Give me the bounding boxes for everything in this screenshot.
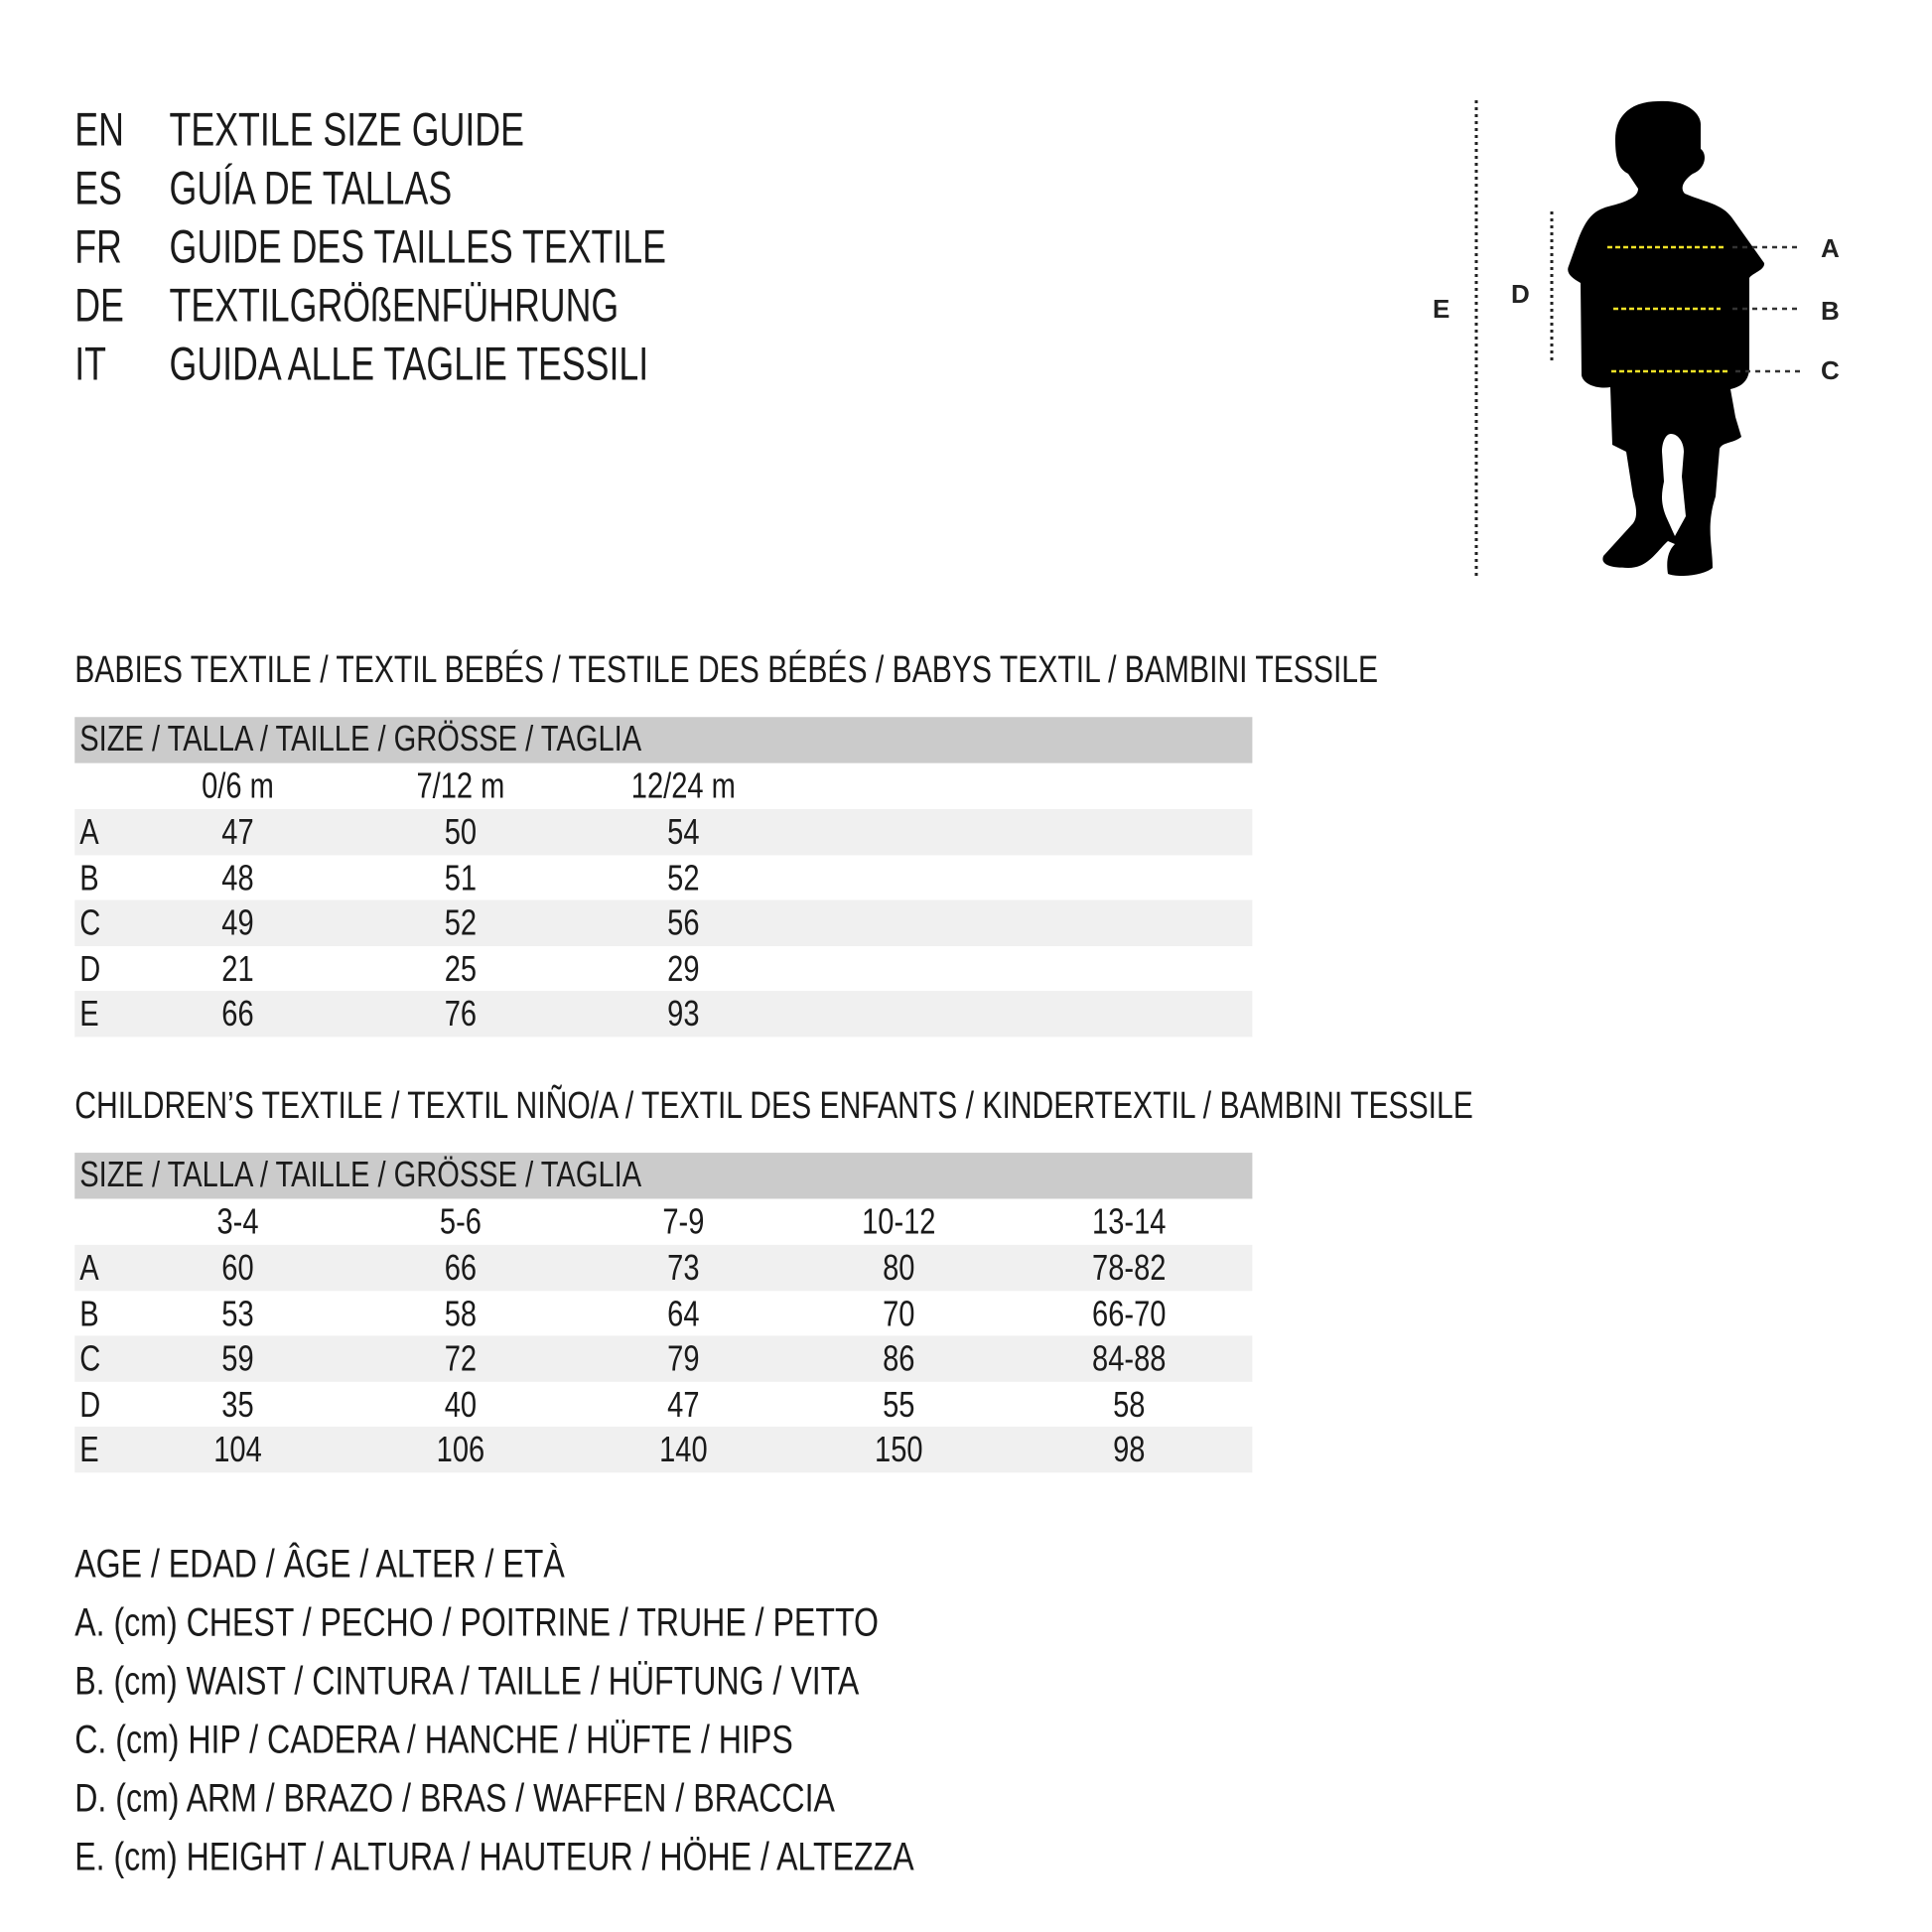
legend-line: AGE / EDAD / ÂGE / ALTER / ETÀ: [74, 1541, 565, 1587]
table-cell: 56: [667, 903, 700, 944]
table-cell: 47: [221, 812, 254, 853]
row-label: C: [79, 903, 101, 944]
size-header: SIZE / TALLA / TAILLE / GRÖSSE / TAGLIA: [79, 719, 642, 759]
row-label: E: [79, 1431, 99, 1471]
table-cell: 66-70: [1092, 1294, 1167, 1334]
table-row: [74, 1335, 1253, 1383]
label-b: B: [1821, 296, 1840, 326]
language-code: DE: [74, 280, 124, 333]
table-cell: 66: [221, 995, 254, 1035]
table-cell: 58: [444, 1294, 478, 1334]
row-label: D: [79, 949, 101, 990]
label-d: D: [1511, 279, 1530, 309]
column-header: 3-4: [216, 1202, 259, 1243]
column-header: 7/12 m: [416, 766, 505, 807]
table-cell: 72: [444, 1339, 478, 1380]
table-cell: 47: [667, 1385, 700, 1426]
table-cell: 140: [659, 1431, 708, 1471]
table-cell: 21: [221, 949, 254, 990]
guide-title: GUIDA ALLE TAGLIE TESSILI: [169, 339, 649, 391]
language-code: EN: [74, 104, 124, 157]
language-code: ES: [74, 163, 122, 215]
row-label: E: [79, 995, 99, 1035]
table-cell: 59: [221, 1339, 254, 1380]
guide-title: GUIDE DES TAILLES TEXTILE: [169, 221, 666, 274]
table-cell: 84-88: [1092, 1339, 1167, 1380]
table-cell: 60: [221, 1248, 254, 1289]
column-header: 7-9: [662, 1202, 705, 1243]
table-cell: 93: [667, 995, 700, 1035]
table-cell: 35: [221, 1385, 254, 1426]
row-label: C: [79, 1339, 101, 1380]
table-cell: 48: [221, 858, 254, 898]
table-cell: 51: [444, 858, 478, 898]
column-header: 12/24 m: [630, 766, 736, 807]
table-cell: 104: [213, 1431, 262, 1471]
guide-title: TEXTILE SIZE GUIDE: [169, 104, 524, 157]
size-header-band: [74, 1153, 1253, 1199]
label-c: C: [1821, 355, 1840, 385]
table-cell: 52: [444, 903, 478, 944]
column-header: 10-12: [862, 1202, 936, 1243]
column-header: 0/6 m: [202, 766, 274, 807]
table-cell: 106: [436, 1431, 485, 1471]
table-cell: 80: [883, 1248, 915, 1289]
legend-line: B. (cm) WAIST / CINTURA / TAILLE / HÜFTU…: [74, 1658, 860, 1704]
child-silhouette: [1568, 100, 1765, 577]
table-cell: 150: [875, 1431, 923, 1471]
table-cell: 25: [444, 949, 478, 990]
table-cell: 78-82: [1092, 1248, 1167, 1289]
label-e: E: [1433, 294, 1449, 324]
table-cell: 98: [1113, 1431, 1146, 1471]
table-cell: 29: [667, 949, 700, 990]
table-cell: 73: [667, 1248, 700, 1289]
table-cell: 52: [667, 858, 700, 898]
table-cell: 40: [444, 1385, 478, 1426]
table-cell: 70: [883, 1294, 915, 1334]
size-header-band: [74, 717, 1253, 763]
language-code: IT: [74, 339, 107, 391]
legend-line: E. (cm) HEIGHT / ALTURA / HAUTEUR / HÖHE…: [74, 1833, 914, 1879]
table-cell: 76: [444, 995, 478, 1035]
guide-title: TEXTILGRÖßENFÜHRUNG: [169, 280, 620, 333]
language-code: FR: [74, 221, 122, 274]
row-label: D: [79, 1385, 101, 1426]
row-label: B: [79, 858, 99, 898]
table-cell: 55: [883, 1385, 915, 1426]
label-a: A: [1821, 233, 1840, 263]
row-label: A: [79, 812, 99, 853]
table-cell: 54: [667, 812, 700, 853]
table-row: [74, 991, 1253, 1037]
table-cell: 58: [1113, 1385, 1146, 1426]
legend-line: C. (cm) HIP / CADERA / HANCHE / HÜFTE / …: [74, 1717, 793, 1762]
column-header: 5-6: [439, 1202, 482, 1243]
guide-title: GUÍA DE TALLAS: [169, 163, 453, 215]
table-cell: 79: [667, 1339, 700, 1380]
table-cell: 49: [221, 903, 254, 944]
table-cell: 66: [444, 1248, 478, 1289]
table-cell: 53: [221, 1294, 254, 1334]
table-cell: 86: [883, 1339, 915, 1380]
section-title: CHILDREN’S TEXTILE / TEXTIL NIÑO/A / TEX…: [74, 1085, 1473, 1127]
table-cell: 50: [444, 812, 478, 853]
table-cell: 64: [667, 1294, 700, 1334]
table-row: [74, 1427, 1253, 1473]
table-row: [74, 809, 1253, 856]
section-title: BABIES TEXTILE / TEXTIL BEBÉS / TESTILE …: [74, 649, 1379, 691]
legend-line: D. (cm) ARM / BRAZO / BRAS / WAFFEN / BR…: [74, 1775, 835, 1821]
legend-line: A. (cm) CHEST / PECHO / POITRINE / TRUHE…: [74, 1599, 879, 1645]
row-label: A: [79, 1248, 99, 1289]
table-row: [74, 1244, 1253, 1292]
size-header: SIZE / TALLA / TAILLE / GRÖSSE / TAGLIA: [79, 1155, 642, 1195]
table-row: [74, 899, 1253, 947]
row-label: B: [79, 1294, 99, 1334]
column-header: 13-14: [1092, 1202, 1167, 1243]
